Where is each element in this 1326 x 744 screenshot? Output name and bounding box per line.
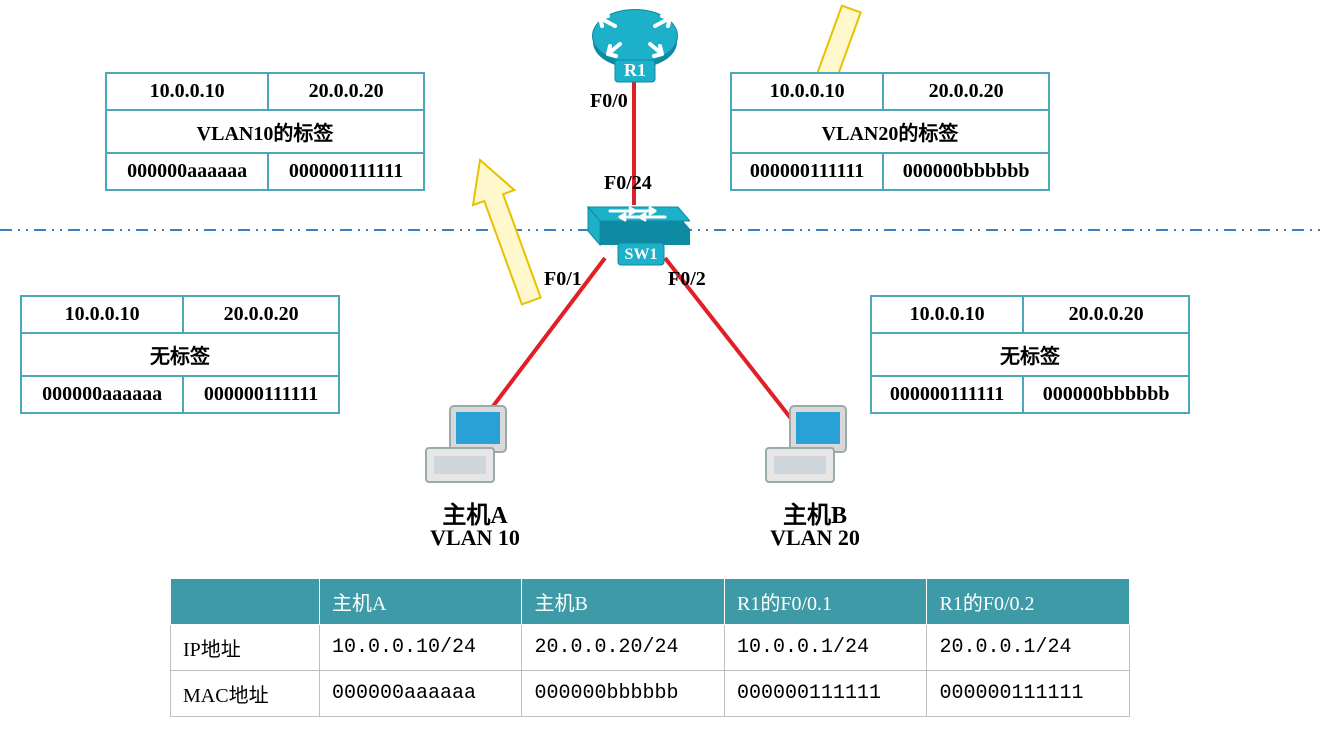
arrow-up [459, 152, 552, 308]
host-a-vlan: VLAN 10 [405, 525, 545, 551]
port-sw-f01: F0/1 [544, 268, 582, 291]
port-sw-f02: F0/2 [668, 268, 706, 291]
router-label: R1 [624, 60, 646, 80]
router-icon: R1 [590, 6, 680, 91]
port-sw-f024: F0/24 [604, 172, 652, 195]
pkt-top-right: 10.0.0.1020.0.0.20 VLAN20的标签 00000011111… [730, 72, 1050, 191]
switch-label: SW1 [625, 246, 658, 263]
host-b-icon [760, 400, 855, 500]
pkt-top-left: 10.0.0.1020.0.0.20 VLAN10的标签 000000aaaaa… [105, 72, 425, 191]
port-r1-f00: F0/0 [590, 90, 628, 113]
address-table: 主机A 主机B R1的F0/0.1 R1的F0/0.2 IP地址 10.0.0.… [170, 578, 1130, 717]
pkt-bot-right: 10.0.0.1020.0.0.20 无标签 00000011111100000… [870, 295, 1190, 414]
host-a-icon [420, 400, 515, 500]
pkt-bot-left: 10.0.0.1020.0.0.20 无标签 000000aaaaaa00000… [20, 295, 340, 414]
host-b-vlan: VLAN 20 [745, 525, 885, 551]
switch-icon: SW1 [580, 195, 690, 275]
